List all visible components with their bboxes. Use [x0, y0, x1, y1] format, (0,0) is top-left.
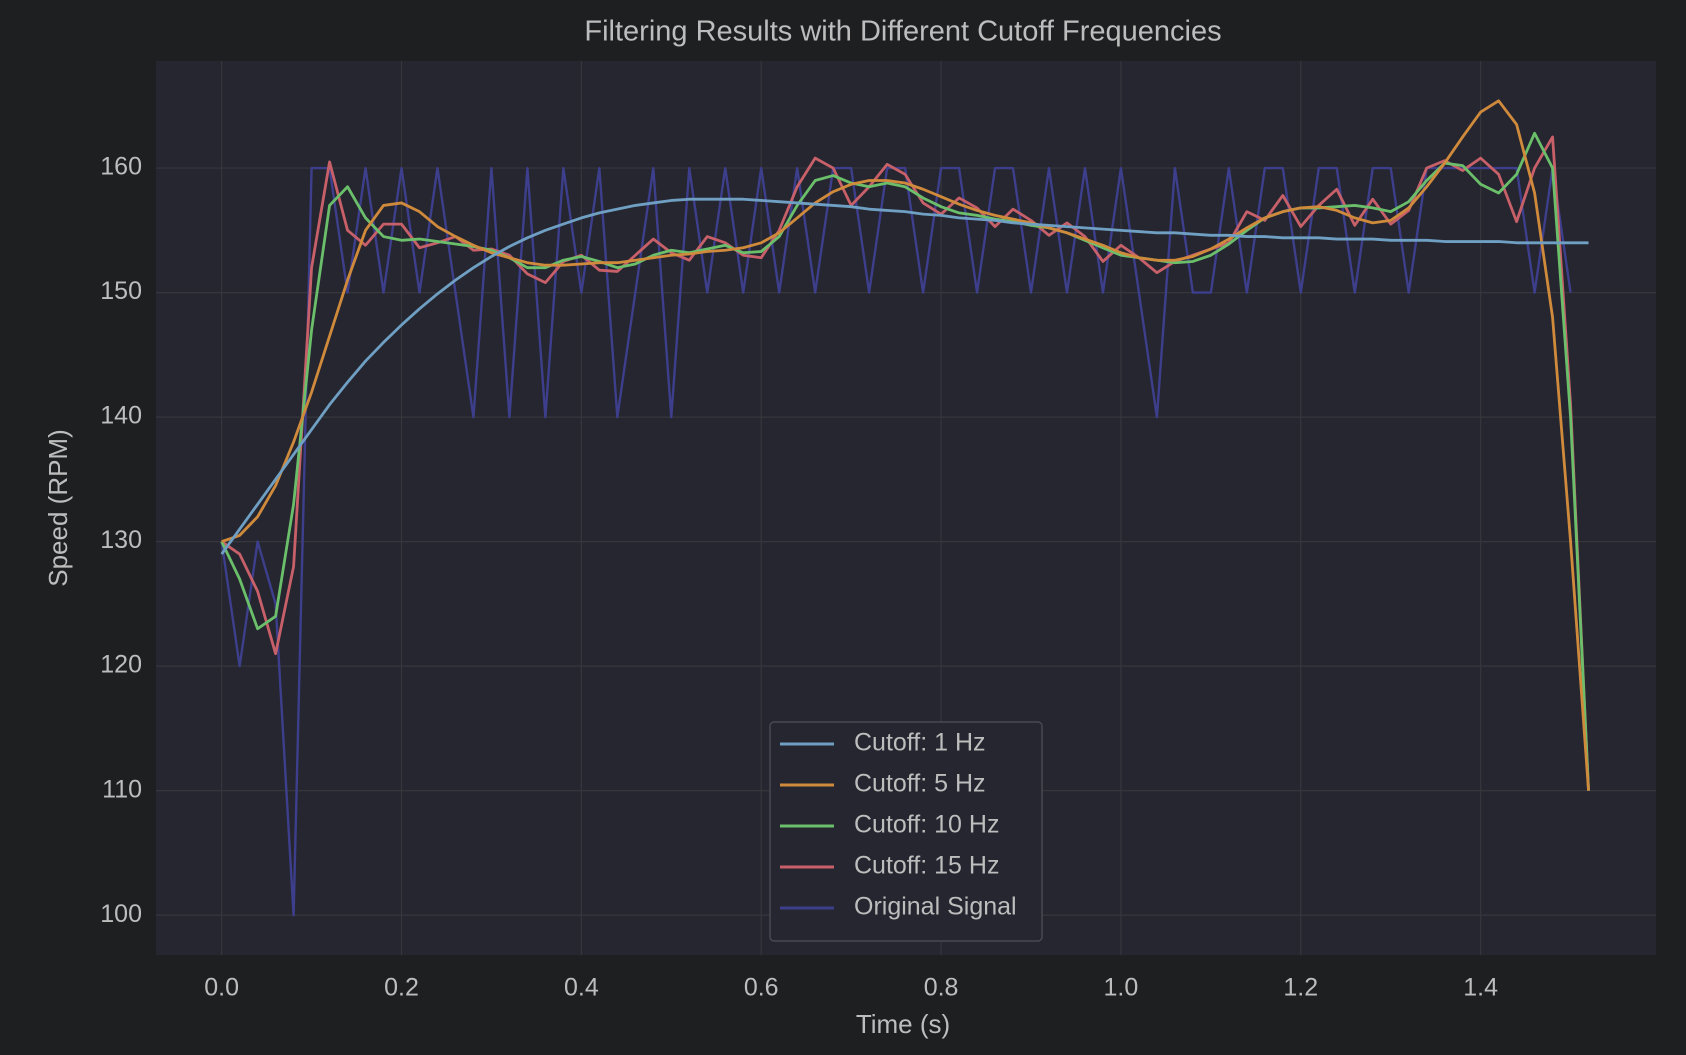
- series-line: [220, 135, 1590, 791]
- y-tick-label: 140: [100, 402, 142, 430]
- x-tick-label: 0.2: [384, 974, 419, 1002]
- x-tick-label: 1.2: [1283, 974, 1318, 1002]
- x-tick-label: 1.0: [1104, 974, 1139, 1002]
- chart-title: Filtering Results with Different Cutoff …: [584, 16, 1221, 48]
- legend-label: Original Signal: [854, 893, 1017, 921]
- y-tick-label: 160: [100, 153, 142, 181]
- y-axis-label: Speed (RPM): [43, 429, 73, 587]
- legend: Cutoff: 1 Hz Cutoff: 5 Hz Cutoff: 10 Hz Cut…: [769, 721, 1043, 942]
- y-tick-label: 150: [100, 277, 142, 305]
- x-tick-label: 0.8: [924, 974, 959, 1002]
- y-tick-label: 110: [102, 775, 142, 803]
- x-tick-label: 0.0: [204, 974, 239, 1002]
- y-tick-label: 100: [100, 900, 142, 928]
- legend-label: Cutoff: 15 Hz: [854, 852, 999, 880]
- series-line: [220, 197, 1589, 555]
- series-line: [221, 99, 1590, 791]
- x-tick-label: 0.6: [744, 974, 779, 1002]
- series-line: [220, 131, 1590, 791]
- legend-label: Cutoff: 5 Hz: [854, 770, 986, 798]
- legend-box: [769, 721, 1043, 942]
- legend-label: Cutoff: 10 Hz: [854, 811, 999, 839]
- x-tick-label: 1.4: [1463, 974, 1498, 1002]
- x-axis-label: Time (s): [856, 1009, 950, 1039]
- x-tick-label: 0.4: [564, 974, 599, 1002]
- y-tick-label: 130: [100, 526, 142, 554]
- legend-label: Cutoff: 1 Hz: [854, 729, 986, 757]
- y-tick-label: 120: [100, 651, 142, 679]
